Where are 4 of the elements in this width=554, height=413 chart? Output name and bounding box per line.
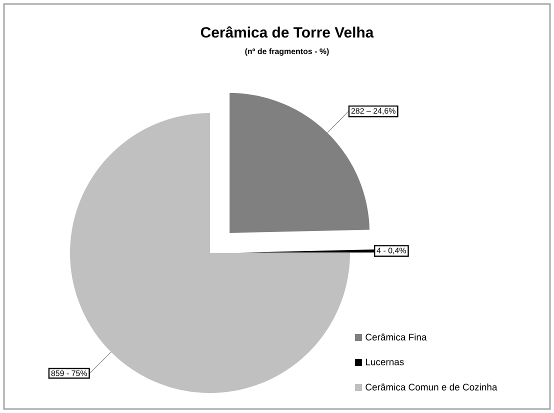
legend-label: Cerâmica Comun e de Cozinha (366, 384, 498, 390)
legend-label: Cerâmica Fina (366, 334, 427, 340)
legend-label: Lucernas (366, 358, 404, 366)
chart-title: Cerâmica de Torre Velha (200, 26, 374, 38)
